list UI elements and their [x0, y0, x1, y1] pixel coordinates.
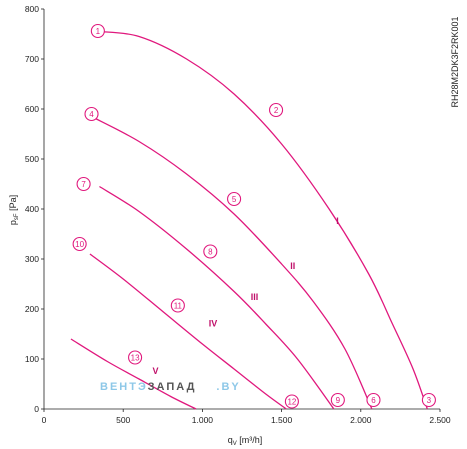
x-tick-label: 1.500 — [271, 415, 293, 425]
y-axis-label: psF [Pa] — [8, 195, 20, 225]
curve-label-I: I — [336, 216, 339, 226]
operating-point-label: 4 — [89, 110, 94, 119]
operating-point-11: 11 — [170, 298, 185, 313]
operating-point-label: 13 — [131, 354, 140, 363]
operating-point-marker — [84, 106, 99, 122]
x-axis-label-sub: V — [233, 441, 237, 447]
operating-point-marker — [421, 392, 436, 408]
model-code: RH28M2DK3F2RK001 — [450, 16, 460, 107]
x-axis-label-main: q — [228, 435, 233, 445]
operating-point-marker — [170, 298, 185, 313]
operating-point-label: 7 — [81, 180, 86, 189]
y-tick-label: 400 — [25, 204, 39, 214]
operating-point-10: 10 — [72, 236, 87, 252]
operating-point-label: 2 — [274, 106, 279, 115]
curve-IV — [89, 253, 287, 410]
operating-point-2: 2 — [269, 102, 284, 118]
x-tick-label: 1.000 — [192, 415, 214, 425]
operating-point-marker — [227, 191, 242, 207]
operating-point-marker — [269, 102, 284, 118]
curve-label-V: V — [153, 366, 159, 376]
operating-point-label: 8 — [208, 248, 213, 257]
operating-point-label: 11 — [174, 302, 183, 311]
y-tick-label: 600 — [25, 104, 39, 114]
operating-point-marker — [76, 176, 91, 192]
operating-point-label: 6 — [371, 396, 376, 405]
operating-point-12: 12 — [284, 394, 299, 409]
operating-point-6: 6 — [366, 392, 381, 408]
y-axis-label-sub: sF — [14, 213, 20, 220]
x-axis-label-unit: [m³/h] — [237, 435, 263, 445]
operating-point-3: 3 — [421, 392, 436, 408]
watermark: ВЕНТЭЗАПАД .BY — [100, 381, 241, 393]
operating-point-label: 1 — [96, 27, 101, 36]
curve-III — [99, 185, 335, 410]
curve-II — [91, 115, 373, 410]
x-tick-label: 500 — [116, 415, 130, 425]
x-tick-label: 0 — [42, 415, 47, 425]
watermark-part3: .BY — [216, 381, 240, 393]
x-tick-label: 2.500 — [429, 415, 451, 425]
operating-point-label: 12 — [287, 398, 296, 407]
y-axis-label-main: p — [8, 220, 18, 225]
curve-label-III: III — [251, 292, 259, 302]
operating-point-5: 5 — [227, 191, 242, 207]
operating-point-label: 3 — [427, 396, 432, 405]
operating-point-label: 10 — [75, 240, 84, 249]
curve-I — [99, 30, 428, 410]
y-tick-label: 300 — [25, 254, 39, 264]
y-tick-label: 800 — [25, 4, 39, 14]
x-tick-label: 2.000 — [350, 415, 372, 425]
y-tick-label: 700 — [25, 54, 39, 64]
operating-point-marker — [90, 23, 105, 39]
operating-point-label: 5 — [232, 195, 237, 204]
operating-point-1: 1 — [90, 23, 105, 39]
curve-label-II: II — [290, 261, 295, 271]
y-axis-label-unit: [Pa] — [8, 195, 18, 214]
operating-point-4: 4 — [84, 106, 99, 122]
operating-point-marker — [72, 236, 87, 252]
curve-V — [70, 338, 197, 410]
y-tick-label: 0 — [34, 404, 39, 414]
operating-point-marker — [284, 394, 299, 409]
y-tick-label: 100 — [25, 354, 39, 364]
axes: 0 100 200 300 400 500 600 700 800 0 500 1.000 1.500 2… — [25, 4, 451, 425]
curves — [70, 30, 428, 410]
operating-point-label: 9 — [336, 396, 341, 405]
y-tick-label: 200 — [25, 304, 39, 314]
watermark-part1: ВЕНТЭ — [100, 381, 148, 393]
y-tick-label: 500 — [25, 154, 39, 164]
operating-point-13: 13 — [128, 350, 143, 365]
operating-point-7: 7 — [76, 176, 91, 192]
operating-point-marker — [203, 244, 218, 259]
operating-point-marker — [128, 350, 143, 365]
operating-point-marker — [366, 392, 381, 408]
curve-label-IV: IV — [209, 319, 218, 329]
operating-point-marker — [330, 392, 345, 408]
operating-point-9: 9 — [330, 392, 345, 408]
watermark-part2: ЗАПАД — [148, 381, 197, 393]
operating-point-8: 8 — [203, 244, 218, 259]
x-axis-label: qV [m³/h] — [228, 435, 263, 447]
